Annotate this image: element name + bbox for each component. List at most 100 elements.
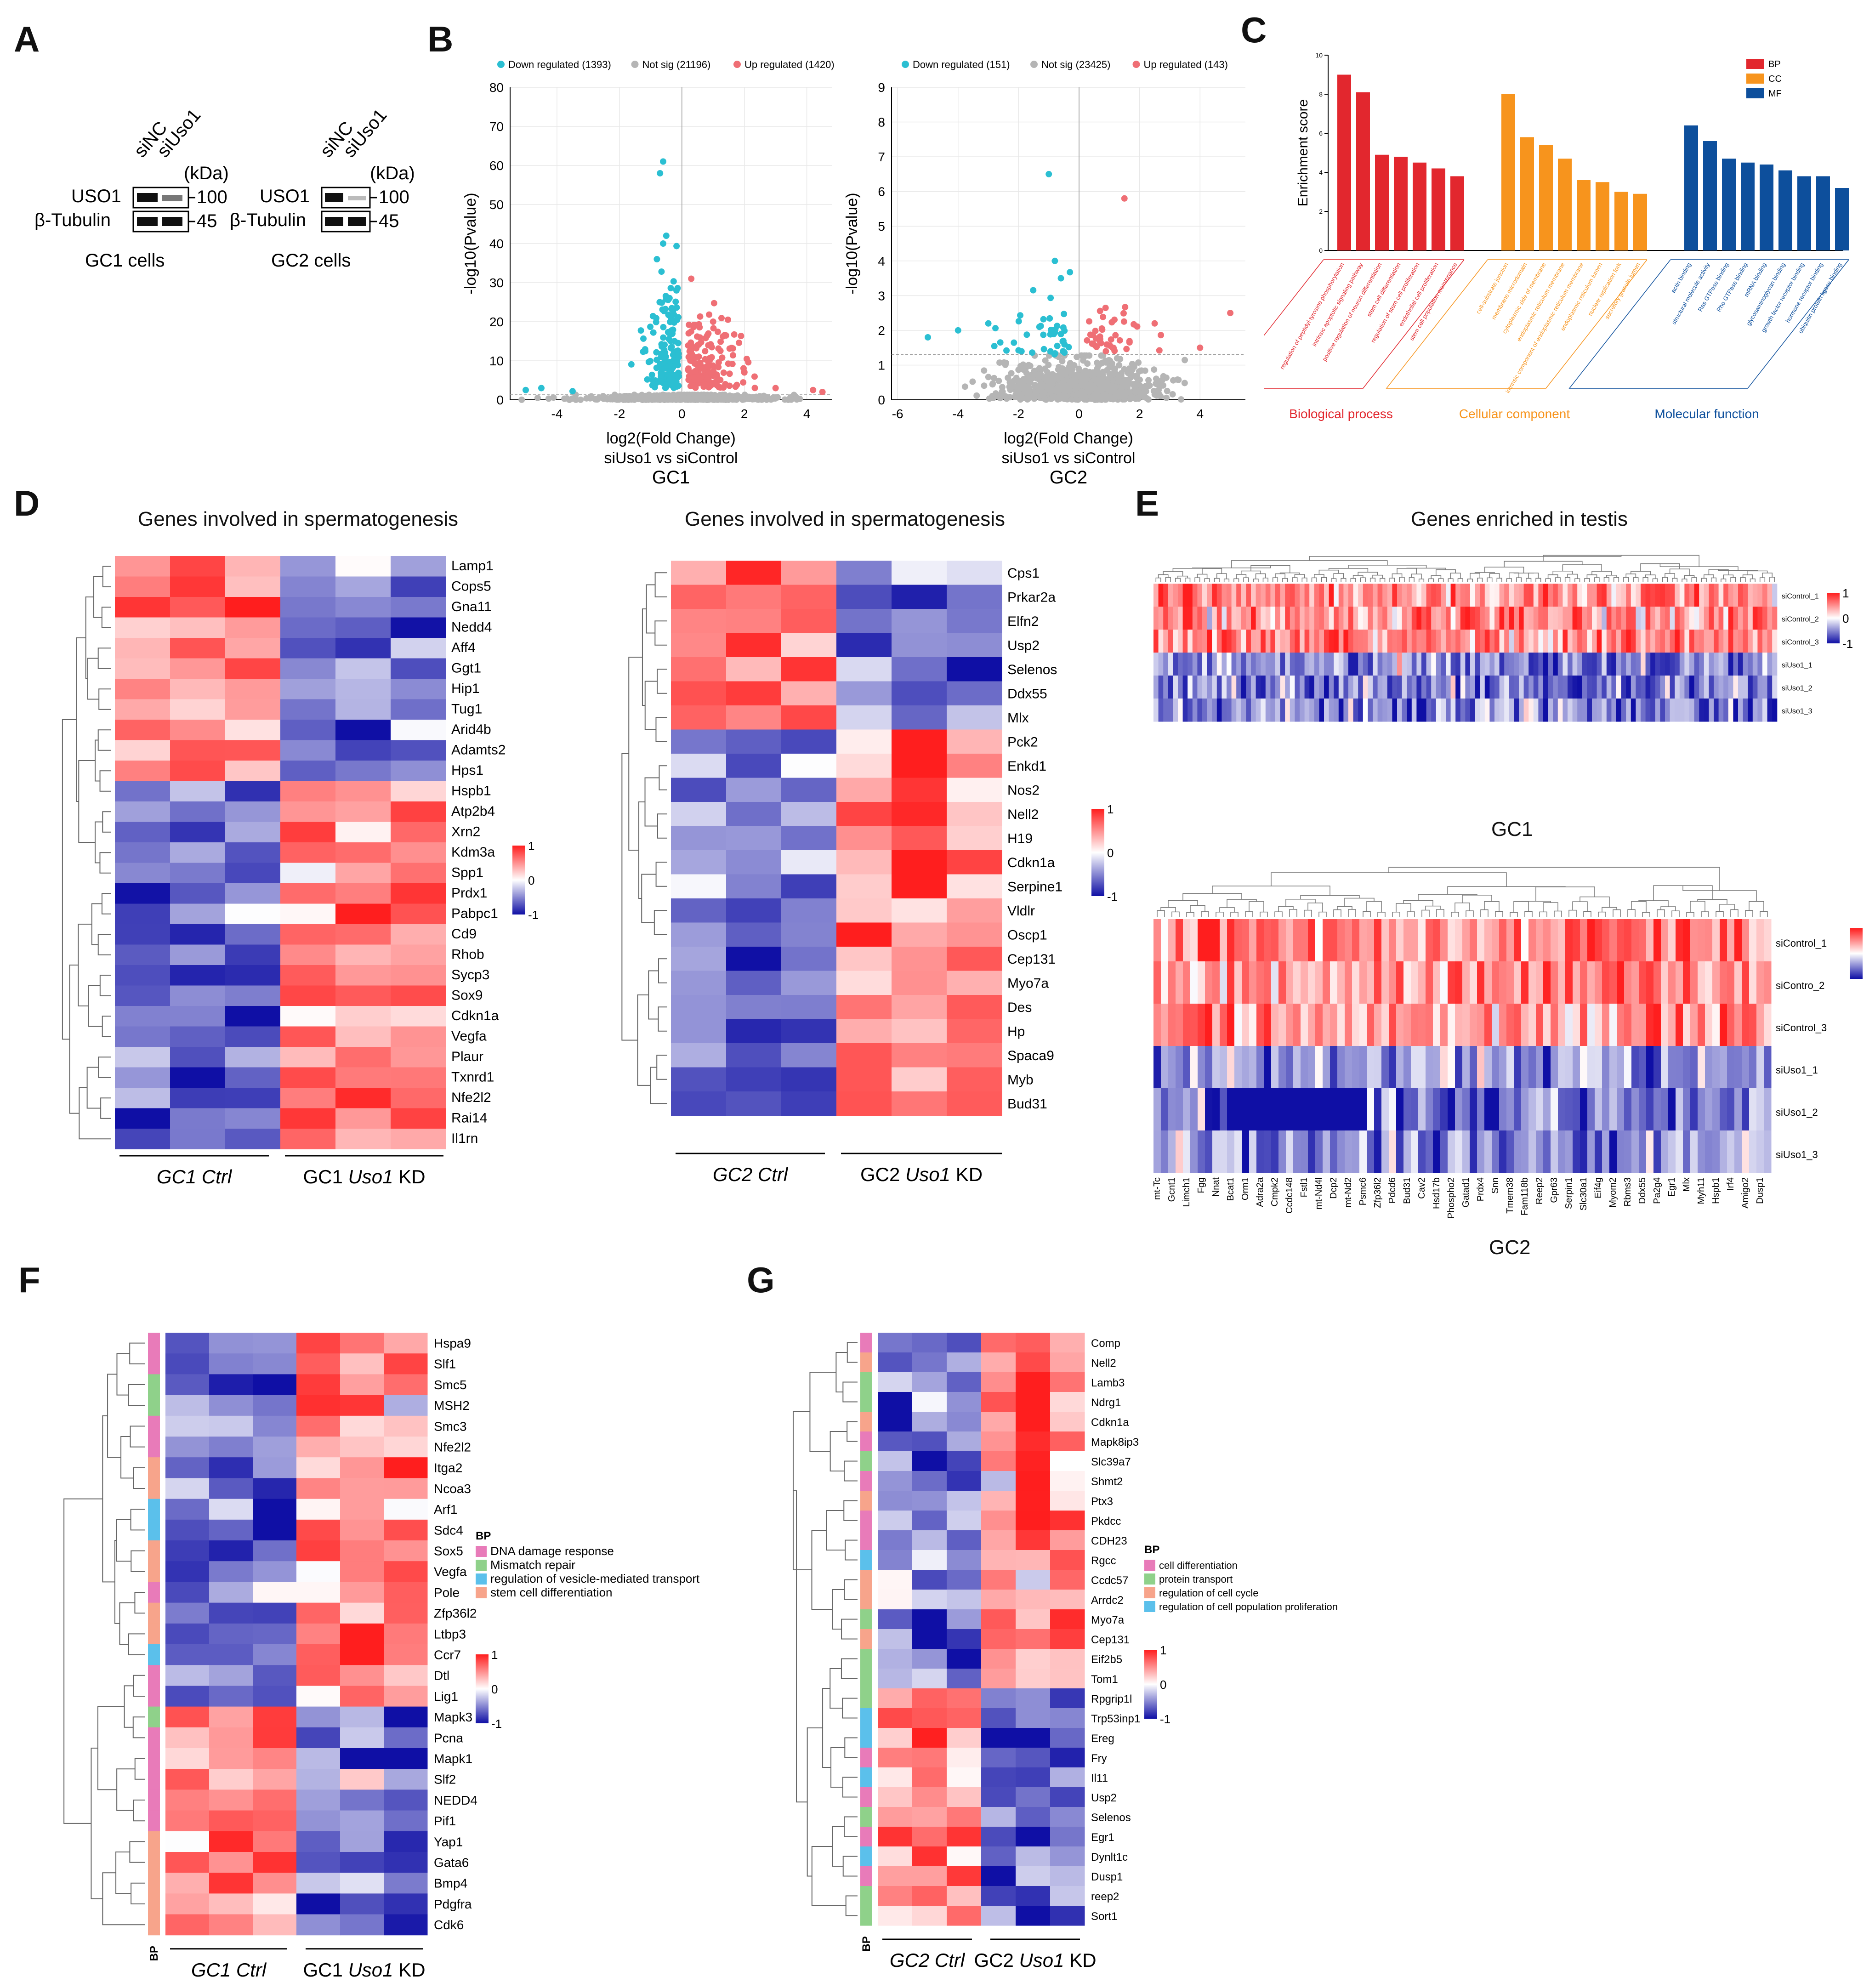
heatmap-cell [1241,653,1246,676]
heatmap-cell [1246,699,1251,722]
heatmap-cell [1580,919,1588,962]
heatmap-cell [225,781,281,802]
heatmap-cell [340,1873,384,1894]
heatmap-cell [1173,630,1178,653]
heatmap-cell [947,1708,982,1728]
heatmap-cell [1188,630,1193,653]
heatmap-cell [165,1623,210,1645]
heatmap-cell [1536,1004,1544,1046]
heatmap-cell [1407,699,1412,722]
heatmap-d-gc1: Lamp1Cops5Gna11Nedd4Aff4Ggt1Hip1Tug1Arid… [62,556,539,1187]
heatmap-cell [1368,676,1373,699]
heatmap-cell [1275,676,1281,699]
heatmap-e-gc2: siControl_1siContro_2siControl_3siUso1_1… [1152,867,1866,1219]
heatmap-cell [1222,676,1227,699]
heatmap-cell [1190,961,1198,1004]
heatmap-cell [1538,630,1544,653]
heatmap-cell [1392,630,1398,653]
heatmap-cell [1709,630,1714,653]
heatmap-cell [335,658,391,679]
heatmap-cell [1278,1004,1286,1046]
heatmap-cell [1709,699,1714,722]
heatmap-cell [296,1478,341,1500]
heatmap-cell [1494,607,1500,630]
heatmap-cell [1016,1906,1051,1926]
heatmap-cell [892,971,947,995]
heatmap-cell [1533,607,1539,630]
heatmap-cell [225,597,281,618]
heatmap-cell [296,1810,341,1832]
heatmap-cell [115,556,170,577]
heatmap-cell [1553,630,1558,653]
gene-label: Pabpc1 [451,906,498,921]
heatmap-cell [1509,676,1514,699]
heatmap-cell [340,1333,384,1354]
heatmap-cell [1477,1130,1485,1173]
heatmap-cell [384,1644,428,1665]
heatmap-cell [1551,1088,1558,1131]
column-gene-label: mt-Nd2 [1343,1177,1353,1208]
heatmap-cell [912,1708,947,1728]
heatmap-cell [1606,676,1612,699]
heatmap-cell [391,720,446,740]
heatmap-cell [1337,919,1345,962]
heatmap-cell [1683,1004,1691,1046]
heatmap-cell [335,944,391,966]
heatmap-cell [981,1886,1016,1906]
legend-swatch [1144,1560,1155,1571]
heatmap-cell [1227,1004,1235,1046]
heatmap-cell [912,1333,947,1353]
heatmap-cell [1639,1046,1647,1089]
heatmap-cell [340,1914,384,1936]
heatmap-cell [1738,607,1744,630]
bp-annotation-cell [148,1727,160,1749]
bp-annotation-cell [148,1665,160,1686]
heatmap-cell [781,657,837,682]
heatmap-cell [1389,961,1397,1004]
heatmap-cell [1523,607,1529,630]
heatmap-cell [836,585,892,609]
heatmap-cell [1714,653,1719,676]
heatmap-cell [280,597,336,618]
heatmap-cell [912,1491,947,1511]
heatmap-cell [280,1047,336,1068]
heatmap-cell [1595,1004,1602,1046]
bp-annotation-cell [148,1686,160,1707]
heatmap-cell [1358,699,1364,722]
heatmap-cell [1514,653,1519,676]
heatmap-cell [1329,653,1334,676]
heatmap-cell [1617,919,1625,962]
heatmap-cell [1403,1130,1411,1173]
heatmap-cell [912,1609,947,1630]
heatmap-cell [1641,584,1646,607]
heatmap-cell [1352,961,1360,1004]
heatmap-cell [384,1353,428,1375]
heatmap-cell [384,1789,428,1811]
heatmap-cell [1699,607,1705,630]
heatmap-cell [1286,961,1294,1004]
gene-label: Cd9 [451,926,477,942]
heatmap-cell [947,1372,982,1392]
heatmap-cell [1192,584,1198,607]
heatmap-cell [1367,1046,1375,1089]
bp-annotation-cell [148,1478,160,1500]
heatmap-cell [1679,607,1685,630]
heatmap-cell [1523,630,1529,653]
heatmap-cell [1462,1046,1470,1089]
heatmap-cell [1689,653,1695,676]
heatmap-cell [1387,676,1392,699]
heatmap-cell [253,1333,297,1354]
heatmap-cell [165,1415,210,1437]
heatmap-cell [1470,1046,1477,1089]
heatmap-cell [1723,653,1729,676]
y-tick-label: 9 [878,80,885,95]
sample-label: siControl_2 [1782,616,1819,624]
heatmap-cell [1568,699,1573,722]
heatmap-cell [1670,607,1675,630]
heatmap-cell [1621,653,1626,676]
heatmap-cell [1639,1130,1647,1173]
heatmap-cell [1551,961,1558,1004]
heatmap-cell [1551,919,1558,962]
heatmap-cell [1338,607,1344,630]
x-tick-label: -4 [952,407,964,421]
